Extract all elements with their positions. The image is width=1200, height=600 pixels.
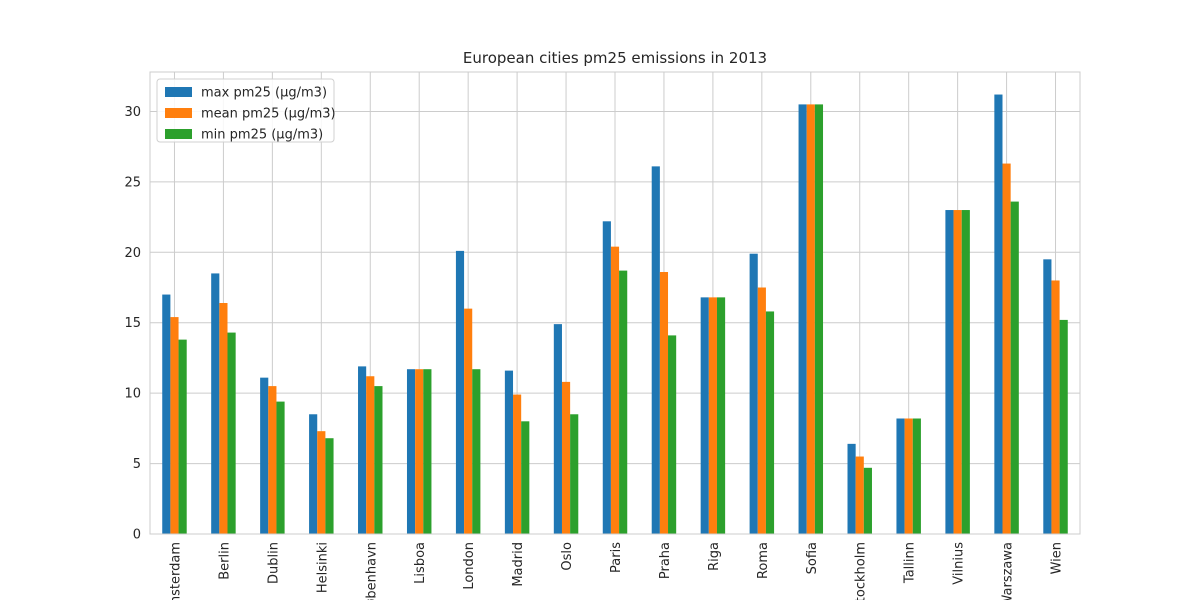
bar-stockholm-series-2 <box>863 467 872 534</box>
legend-label-0: max pm25 (µg/m3) <box>201 86 327 101</box>
x-tick-label-wien: Wien <box>1050 542 1065 574</box>
bar-dublin-series-0 <box>260 377 269 534</box>
bar-madrid-series-0 <box>504 370 514 534</box>
bar-wien-series-0 <box>1043 259 1052 534</box>
legend-box <box>156 78 335 143</box>
legend: max pm25 (µg/m3) mean pm25 (µg/m3) min pm2… <box>156 78 336 143</box>
bar-london-series-2 <box>472 369 481 534</box>
bar-paris-series-0 <box>602 221 611 534</box>
bar-warszawa-series-0 <box>994 94 1003 534</box>
bar-helsinki-series-2 <box>325 438 334 534</box>
bar-sofia-series-1 <box>806 104 815 535</box>
x-tick-label-warszawa: Warszawa <box>1001 542 1016 600</box>
bar-tallinn-series-2 <box>912 418 921 534</box>
x-tick-label-madrid: Madrid <box>511 542 526 587</box>
tick-labels: 0 5 10 15 20 25 30 Amsterdam Berlin Dublin Helsink… <box>124 105 1064 600</box>
bar-madrid-series-1 <box>513 394 522 534</box>
bar-amsterdam-series-1 <box>170 317 179 534</box>
bar-tallinn-series-1 <box>904 418 913 534</box>
bar-lisboa-series-0 <box>406 369 416 534</box>
bar-wien-series-2 <box>1059 319 1068 534</box>
legend-swatch-0 <box>165 87 192 97</box>
bar-madrid-series-2 <box>521 421 530 534</box>
bar-helsinki-series-1 <box>317 431 326 534</box>
bar-vilnius-series-1 <box>953 210 962 534</box>
legend-label-2: min pm25 (µg/m3) <box>201 128 323 143</box>
bar-sofia-series-2 <box>814 104 824 535</box>
bar-dublin-series-2 <box>276 401 285 534</box>
bar-roma-series-2 <box>765 311 775 534</box>
plot-area-frame <box>149 71 1081 535</box>
y-tick-label: 30 <box>124 105 141 120</box>
bar-roma-series-0 <box>749 253 758 534</box>
x-tick-label-roma: Roma <box>756 542 771 579</box>
bar-praha-series-2 <box>668 335 677 534</box>
x-tick-label-sofia: Sofia <box>805 542 820 574</box>
x-tick-label-riga: Riga <box>707 542 722 571</box>
y-tick-label: 20 <box>124 246 141 261</box>
bar-riga-series-2 <box>716 297 726 534</box>
x-tick-label-stockholm: Stockholm <box>854 542 869 600</box>
bar-dublin-series-1 <box>268 386 277 534</box>
bar-roma-series-1 <box>757 287 766 534</box>
x-tick-label-amsterdam: Amsterdam <box>168 542 183 600</box>
y-tick-label: 15 <box>124 316 141 331</box>
bar-oslo-series-1 <box>561 381 571 534</box>
bar-paris-series-2 <box>619 270 628 534</box>
bar-lisboa-series-1 <box>415 369 424 534</box>
bar-berlin-series-2 <box>227 332 236 534</box>
legend-swatch-2 <box>165 129 192 139</box>
bar-k-benhavn-series-1 <box>366 376 375 534</box>
bar-paris-series-1 <box>610 246 620 534</box>
x-tick-label-london: London <box>462 542 477 590</box>
y-tick-label: 0 <box>133 528 141 543</box>
bar-riga-series-0 <box>700 297 709 534</box>
bar-warszawa-series-2 <box>1010 201 1019 534</box>
bar-k-benhavn-series-0 <box>358 366 367 534</box>
bar-oslo-series-2 <box>570 414 579 534</box>
bar-london-series-1 <box>464 308 473 534</box>
bar-lisboa-series-2 <box>423 369 432 534</box>
bar-riga-series-1 <box>708 297 717 534</box>
x-tick-label-vilnius: Vilnius <box>952 542 967 585</box>
bar-praha-series-1 <box>659 272 669 534</box>
x-tick-label-oslo: Oslo <box>560 542 575 571</box>
chart-title: European cities pm25 emissions in 2013 <box>463 49 767 67</box>
x-tick-label-tallinn: Tallinn <box>903 542 918 584</box>
bar-k-benhavn-series-2 <box>374 386 383 534</box>
y-tick-label: 25 <box>124 175 141 190</box>
x-tick-label-berlin: Berlin <box>217 542 232 580</box>
legend-label-1: mean pm25 (µg/m3) <box>201 107 336 122</box>
legend-swatch-1 <box>165 108 192 118</box>
bar-vilnius-series-0 <box>945 210 954 534</box>
bars <box>162 94 1068 535</box>
x-tick-label-k-benhavn: København <box>364 542 379 600</box>
bar-oslo-series-0 <box>553 324 562 534</box>
x-tick-label-helsinki: Helsinki <box>315 542 330 593</box>
bar-amsterdam-series-0 <box>162 294 171 534</box>
bar-helsinki-series-0 <box>309 414 318 534</box>
bar-london-series-0 <box>455 250 465 534</box>
y-tick-label: 5 <box>133 457 141 472</box>
bar-praha-series-0 <box>651 166 660 534</box>
bar-stockholm-series-0 <box>847 443 856 534</box>
bar-warszawa-series-1 <box>1002 163 1011 534</box>
bar-stockholm-series-1 <box>855 456 864 534</box>
x-tick-label-praha: Praha <box>658 542 673 579</box>
bar-amsterdam-series-2 <box>178 339 187 534</box>
bar-wien-series-1 <box>1051 280 1060 534</box>
y-tick-label: 10 <box>124 387 141 402</box>
bar-sofia-series-0 <box>798 104 807 535</box>
bar-tallinn-series-0 <box>896 418 905 534</box>
x-tick-label-lisboa: Lisboa <box>413 542 428 584</box>
bar-berlin-series-0 <box>211 273 220 534</box>
bar-berlin-series-1 <box>219 303 228 534</box>
x-tick-label-dublin: Dublin <box>266 542 281 584</box>
x-tick-label-paris: Paris <box>609 542 624 573</box>
bar-vilnius-series-2 <box>961 210 970 534</box>
